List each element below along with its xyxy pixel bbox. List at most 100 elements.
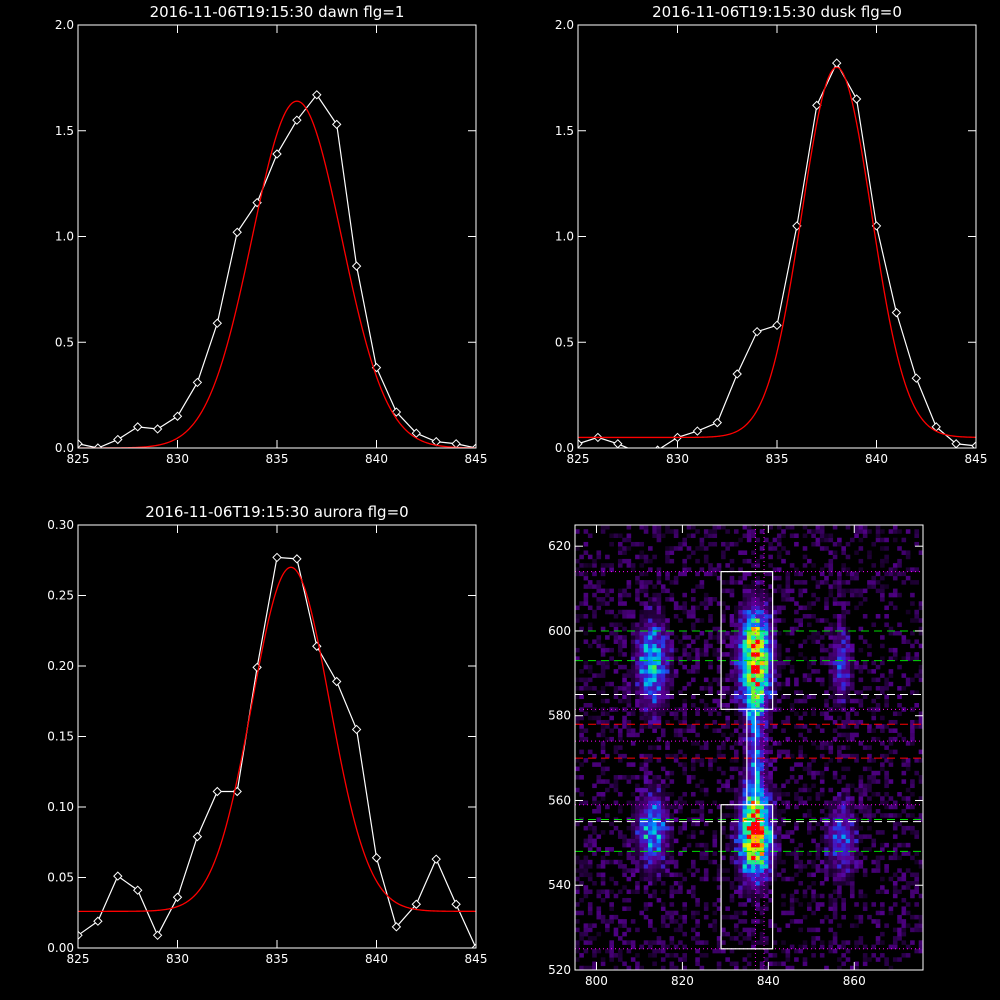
- image-pixel: [841, 859, 846, 865]
- image-pixel: [824, 605, 829, 611]
- image-pixel: [673, 601, 679, 606]
- image-pixel: [691, 605, 696, 611]
- image-pixel: [858, 741, 864, 746]
- image-pixel: [742, 821, 748, 827]
- image-pixel: [746, 847, 752, 852]
- image-pixel: [755, 601, 761, 606]
- image-pixel: [643, 825, 649, 831]
- image-pixel: [828, 830, 834, 835]
- image-pixel: [768, 703, 773, 708]
- image-pixel: [639, 626, 645, 632]
- image-pixel: [880, 885, 885, 890]
- image-pixel: [609, 541, 614, 547]
- image-pixel: [901, 825, 907, 831]
- image-pixel: [746, 753, 752, 759]
- image-pixel: [888, 906, 894, 911]
- image-pixel: [759, 753, 765, 759]
- image-pixel: [824, 546, 829, 551]
- image-pixel: [682, 711, 688, 717]
- image-pixel: [901, 635, 907, 640]
- image-pixel: [837, 643, 842, 649]
- image-pixel: [669, 546, 675, 551]
- image-pixel: [755, 813, 761, 818]
- image-pixel: [871, 838, 877, 844]
- image-pixel: [729, 897, 735, 903]
- image-pixel: [897, 694, 902, 700]
- image-pixel: [832, 936, 838, 941]
- image-pixel: [746, 931, 752, 937]
- image-pixel: [841, 825, 846, 831]
- image-pixel: [635, 673, 640, 678]
- image-pixel: [880, 906, 885, 911]
- image-pixel: [665, 821, 670, 827]
- image-pixel: [639, 842, 645, 848]
- image-pixel: [841, 842, 846, 848]
- image-pixel: [776, 567, 782, 572]
- image-pixel: [892, 885, 898, 890]
- image-pixel: [819, 775, 825, 780]
- image-pixel: [867, 847, 872, 852]
- image-pixel: [665, 796, 670, 801]
- image-pixel: [746, 703, 752, 708]
- image-pixel: [639, 847, 645, 852]
- image-pixel: [841, 838, 846, 844]
- image-pixel: [639, 804, 645, 810]
- image-pixel: [854, 787, 859, 793]
- image-pixel: [746, 635, 752, 640]
- image-pixel: [759, 609, 765, 615]
- image-pixel: [785, 804, 791, 810]
- image-pixel: [656, 745, 662, 750]
- image-pixel: [635, 847, 640, 852]
- image-xtick-label: 860: [843, 974, 866, 988]
- image-pixel: [862, 792, 868, 797]
- image-pixel: [751, 643, 756, 649]
- image-pixel: [733, 669, 739, 674]
- image-pixel: [828, 855, 834, 861]
- image-pixel: [733, 614, 739, 619]
- image-pixel: [656, 897, 662, 903]
- image-pixel: [665, 703, 670, 708]
- image-pixel: [738, 881, 743, 886]
- image-pixel: [609, 914, 614, 920]
- image-pixel: [729, 859, 735, 865]
- image-pixel: [605, 719, 610, 725]
- image-pixel: [811, 893, 816, 899]
- image-pixel: [575, 715, 580, 721]
- image-pixel: [759, 622, 765, 628]
- image-pixel: [626, 703, 632, 708]
- image-pixel: [738, 864, 743, 869]
- image-pixel: [884, 842, 889, 848]
- image-pixel: [768, 804, 773, 810]
- image-pixel: [768, 618, 773, 623]
- image-pixel: [772, 766, 778, 772]
- image-pixel: [742, 728, 748, 733]
- image-pixel: [579, 872, 584, 878]
- image-pixel: [819, 808, 825, 814]
- image-pixel: [695, 910, 700, 916]
- image-pixel: [751, 626, 756, 632]
- image-pixel: [635, 851, 640, 856]
- image-pixel: [729, 588, 735, 594]
- image-pixel: [738, 808, 743, 814]
- image-pixel: [652, 533, 657, 539]
- image-pixel: [630, 804, 636, 810]
- image-pixel: [686, 525, 692, 530]
- image-pixel: [691, 664, 696, 670]
- image-pixel: [733, 813, 739, 818]
- image-pixel: [880, 546, 885, 551]
- image-pixel: [819, 656, 825, 661]
- image-pixel: [772, 588, 778, 594]
- image-pixel: [742, 626, 748, 632]
- image-pixel: [673, 953, 679, 958]
- image-pixel: [630, 762, 636, 767]
- image-pixel: [669, 686, 675, 691]
- image-pixel: [841, 787, 846, 793]
- image-pixel: [845, 580, 851, 585]
- image-pixel: [824, 838, 829, 844]
- image-pixel: [755, 736, 761, 742]
- image-pixel: [832, 838, 838, 844]
- image-pixel: [776, 541, 782, 547]
- image-pixel: [630, 940, 636, 945]
- image-pixel: [742, 881, 748, 886]
- image-pixel: [768, 775, 773, 780]
